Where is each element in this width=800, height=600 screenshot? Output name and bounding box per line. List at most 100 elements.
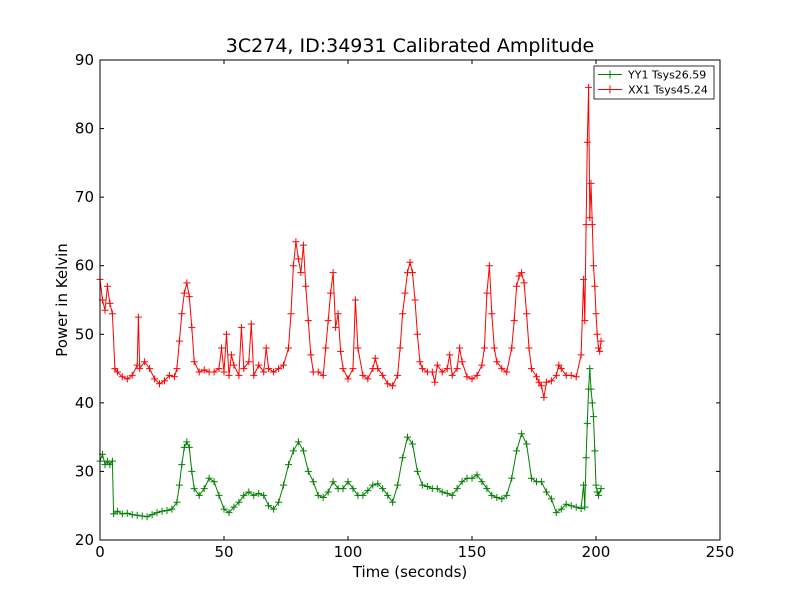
data-point bbox=[322, 344, 330, 352]
data-point bbox=[588, 221, 596, 229]
data-point bbox=[113, 368, 121, 376]
data-point bbox=[399, 310, 407, 318]
data-point bbox=[443, 489, 451, 497]
data-point bbox=[270, 368, 278, 376]
data-point bbox=[595, 344, 602, 352]
data-point bbox=[329, 269, 337, 277]
data-point bbox=[168, 505, 176, 513]
data-point bbox=[190, 485, 198, 493]
series-1 bbox=[96, 83, 605, 401]
data-point bbox=[453, 485, 461, 493]
y-axis-label: Power in Kelvin bbox=[53, 243, 71, 357]
data-point bbox=[319, 494, 327, 501]
data-point bbox=[223, 330, 230, 338]
data-point bbox=[537, 382, 545, 390]
data-point bbox=[552, 371, 560, 379]
data-point bbox=[411, 296, 419, 304]
data-point bbox=[294, 255, 302, 263]
data-point bbox=[118, 510, 126, 518]
data-point bbox=[178, 310, 186, 318]
data-point bbox=[215, 491, 223, 499]
data-point bbox=[289, 447, 297, 455]
y-tick-label: 40 bbox=[75, 394, 94, 412]
data-point bbox=[583, 138, 591, 146]
data-point bbox=[332, 323, 340, 331]
data-point bbox=[344, 375, 352, 383]
data-point bbox=[493, 358, 501, 366]
data-point bbox=[493, 494, 501, 501]
data-point bbox=[260, 491, 268, 499]
data-point bbox=[581, 503, 589, 511]
data-point bbox=[195, 368, 203, 376]
data-point bbox=[473, 371, 481, 379]
data-point bbox=[456, 344, 464, 352]
y-tick-label: 60 bbox=[75, 257, 94, 275]
data-point bbox=[401, 289, 409, 297]
data-point bbox=[225, 371, 233, 379]
data-point bbox=[431, 378, 439, 386]
data-point bbox=[591, 447, 599, 455]
data-point bbox=[280, 361, 287, 369]
data-point bbox=[148, 511, 156, 519]
legend-label-xx1: XX1 Tsys45.24 bbox=[628, 84, 708, 97]
data-point bbox=[237, 323, 245, 331]
data-point bbox=[468, 375, 476, 383]
data-point bbox=[185, 293, 193, 301]
data-point bbox=[547, 495, 555, 503]
data-point bbox=[220, 505, 228, 513]
data-point bbox=[547, 377, 555, 385]
data-point bbox=[337, 347, 345, 355]
data-point bbox=[314, 491, 322, 499]
data-point bbox=[379, 485, 387, 493]
data-point bbox=[289, 262, 297, 270]
data-point bbox=[364, 487, 372, 495]
data-point bbox=[453, 365, 461, 373]
data-point bbox=[428, 368, 436, 376]
data-point bbox=[240, 491, 248, 499]
data-point bbox=[433, 361, 441, 369]
y-tick-label: 80 bbox=[75, 120, 94, 138]
x-tick-label: 0 bbox=[95, 543, 105, 561]
data-point bbox=[113, 507, 121, 515]
x-tick-label: 50 bbox=[214, 543, 233, 561]
data-point bbox=[183, 279, 191, 287]
data-point bbox=[585, 83, 593, 91]
data-point bbox=[262, 344, 270, 352]
data-point bbox=[128, 371, 136, 379]
x-tick-label: 100 bbox=[334, 543, 363, 561]
data-point bbox=[307, 351, 315, 359]
data-point bbox=[498, 365, 506, 373]
data-point bbox=[354, 344, 362, 352]
data-point bbox=[183, 438, 191, 446]
data-point bbox=[583, 419, 591, 427]
data-point bbox=[483, 485, 491, 493]
legend-label-yy1: YY1 Tsys26.59 bbox=[627, 69, 706, 82]
data-point bbox=[552, 509, 560, 517]
data-point bbox=[577, 351, 585, 359]
data-point bbox=[180, 289, 188, 297]
data-point bbox=[255, 361, 263, 369]
y-tick-label: 20 bbox=[75, 531, 94, 549]
x-tick-label: 200 bbox=[582, 543, 611, 561]
data-point bbox=[287, 310, 295, 318]
data-point bbox=[597, 337, 605, 345]
data-point bbox=[230, 503, 238, 511]
data-point bbox=[389, 382, 397, 390]
series-layer bbox=[96, 83, 605, 521]
data-point bbox=[597, 485, 605, 493]
data-point bbox=[158, 507, 166, 515]
data-point bbox=[586, 365, 594, 373]
data-point bbox=[513, 282, 521, 290]
data-point bbox=[280, 481, 287, 489]
y-tick-label: 70 bbox=[75, 188, 94, 206]
data-point bbox=[433, 485, 441, 493]
data-point bbox=[299, 447, 307, 455]
data-point bbox=[146, 365, 154, 373]
x-axis-label: Time (seconds) bbox=[352, 563, 468, 581]
data-point bbox=[250, 371, 258, 379]
data-point bbox=[138, 512, 146, 520]
data-point bbox=[540, 393, 548, 401]
data-point bbox=[339, 365, 347, 373]
data-point bbox=[151, 375, 159, 383]
